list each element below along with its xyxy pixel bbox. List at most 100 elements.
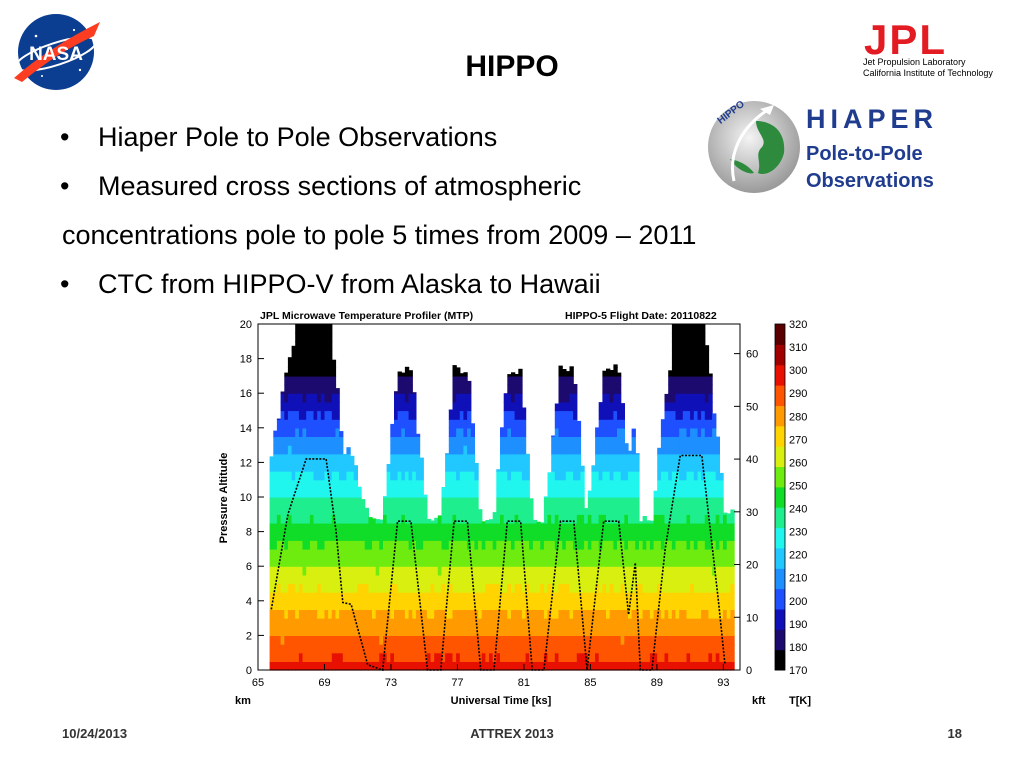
heat-cell [525,600,530,610]
heat-cell [671,358,677,368]
heat-cell [697,349,702,360]
heat-cell [649,557,655,567]
heat-cell [646,652,651,662]
heat-cell [617,393,622,403]
heat-cell [697,609,702,619]
heat-cell [529,592,534,602]
heat-cell [306,479,311,489]
heat-cell [269,618,274,628]
heat-cell [478,635,483,645]
heat-cell [671,600,677,610]
heat-cell [536,644,541,654]
heat-cell [726,652,731,662]
heat-cell [291,592,296,602]
heat-cell [595,652,600,662]
heat-cell [317,531,322,541]
heat-cell [521,626,527,636]
heat-cell [306,358,311,368]
heat-cell [394,540,399,550]
heat-cell [668,574,673,585]
heat-cell [401,393,406,403]
heat-cell [613,548,618,559]
heat-cell [302,514,307,524]
heat-cell [514,523,519,533]
heat-cell [653,583,658,593]
heat-cell [269,523,274,533]
heat-cell [511,583,516,593]
heat-cell [423,609,428,619]
heat-cell [412,574,417,585]
heat-cell [653,618,658,628]
heat-cell [419,514,424,524]
heat-cell [353,497,358,507]
heat-cell [306,384,311,394]
heat-cell [726,618,731,628]
x-tick-label: 93 [717,677,729,689]
heat-cell [306,574,311,585]
heat-cell [489,626,494,636]
heat-cell [481,583,486,593]
heat-cell [295,548,300,559]
heat-cell [690,453,695,464]
heat-cell [511,548,516,559]
heat-cell [576,427,582,437]
heat-cell [404,505,410,515]
heat-cell [463,644,468,654]
heat-cell [511,514,516,524]
heat-cell [562,609,567,619]
heat-cell [306,453,311,464]
colorbar-tick-label: 270 [789,434,807,446]
jpl-logo-line2: California Institute of Technology [863,68,993,78]
heat-cell [269,462,274,472]
heat-cell [331,410,337,420]
heat-cell [518,626,523,636]
heat-cell [554,557,560,567]
heat-cell [693,583,699,593]
heat-cell [313,600,318,610]
heat-cell [569,626,574,636]
heat-cell [602,384,607,394]
heat-cell [426,523,432,533]
heat-cell [730,548,735,559]
heat-cell [525,661,530,671]
heat-cell [291,523,296,533]
heat-cell [324,401,329,412]
heat-cell [320,583,326,593]
heat-cell [328,626,333,636]
heat-cell [467,479,472,489]
heat-cell [576,462,582,472]
heat-cell [646,566,651,576]
heat-cell [408,445,413,455]
heat-cell [511,540,516,550]
heat-cell [485,661,490,671]
heat-cell [562,410,567,420]
heat-cell [379,600,384,610]
heat-cell [415,453,421,464]
heat-cell [701,618,706,628]
heat-cell [668,523,673,533]
heat-cell [459,384,465,394]
heat-cell [339,540,344,550]
heat-cell [573,635,578,645]
heat-cell [459,462,465,472]
heat-cell [397,531,402,541]
heat-cell [554,523,560,533]
heat-cell [441,635,446,645]
heat-cell [298,540,304,550]
heat-cell [576,652,582,662]
heat-cell [328,618,333,628]
heat-cell [686,505,691,515]
heat-cell [635,488,640,498]
heat-cell [675,410,680,420]
heat-cell [554,471,560,481]
heat-cell [697,592,702,602]
heat-cell [664,393,669,403]
heat-cell [617,592,622,602]
heat-cell [617,618,622,628]
heat-cell [317,626,322,636]
heat-cell [361,574,366,585]
heat-cell [613,583,618,593]
heat-cell [280,514,285,524]
heat-cell [419,600,424,610]
heat-cell [606,592,611,602]
